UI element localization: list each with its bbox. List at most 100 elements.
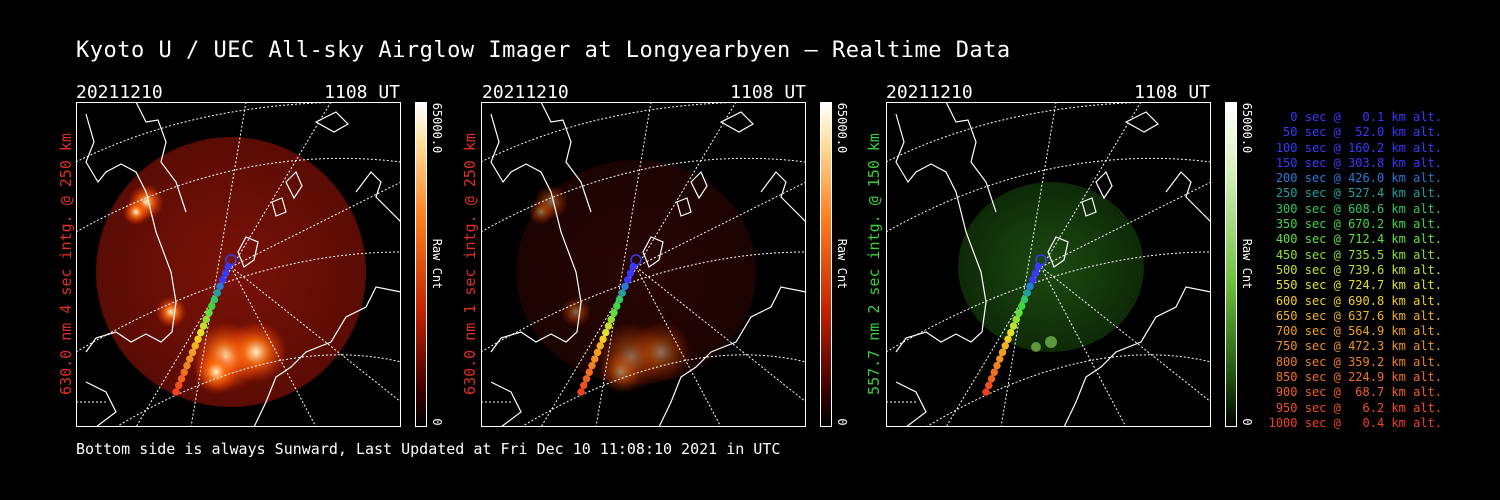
trajectory-point	[183, 361, 191, 370]
trajectory-point	[219, 276, 227, 284]
trajectory-point	[577, 388, 585, 396]
panel-1-ylabel: 630.0 nm 4 sec intg. @ 250 km	[57, 133, 75, 395]
legend-row: 800 sec @ 359.2 km alt.	[1275, 354, 1442, 369]
panel-2-date: 20211210	[482, 82, 569, 103]
panel-2-cbar-label: Raw Cnt	[835, 238, 849, 290]
trajectory-point	[1004, 335, 1012, 343]
trajectory-point	[199, 322, 208, 330]
trajectory-point	[613, 302, 621, 310]
trajectory-point	[585, 368, 593, 376]
trajectory-point	[1031, 269, 1040, 277]
legend-row: 450 sec @ 735.5 km alt.	[1275, 247, 1442, 262]
trajectory-point	[582, 375, 591, 383]
trajectory-point	[186, 355, 194, 363]
trajectory-point	[172, 388, 180, 396]
legend-row: 900 sec @ 68.7 km alt.	[1275, 385, 1442, 400]
panel-2-colorbar	[820, 102, 832, 427]
panel-3-cbar-max: 65000.0	[1240, 102, 1254, 154]
trajectory-point	[602, 328, 610, 337]
trajectory-point	[177, 375, 186, 383]
trajectory-point	[1034, 262, 1042, 271]
legend-row: 350 sec @ 670.2 km alt.	[1275, 217, 1442, 232]
trajectory-point	[985, 381, 993, 390]
trajectory-legend: 0 sec @ 0.1 km alt. 50 sec @ 52.0 km alt.…	[1262, 110, 1442, 431]
trajectory-point	[607, 315, 615, 324]
allsky-map-1	[76, 102, 401, 427]
panel-3-time: 1108 UT	[1134, 82, 1210, 103]
legend-row: 200 sec @ 426.0 km alt.	[1275, 171, 1442, 186]
trajectory-point	[188, 348, 197, 357]
trajectory-point	[191, 342, 199, 350]
trajectory-point	[216, 282, 224, 291]
panel-3-image	[886, 102, 1211, 427]
trajectory-point	[1023, 289, 1031, 297]
trajectory-point	[593, 348, 602, 357]
trajectory-point	[993, 361, 1001, 370]
trajectory-point	[202, 315, 210, 324]
legend-row: 0 sec @ 0.1 km alt.	[1290, 110, 1442, 124]
panel-1-colorbar	[415, 102, 427, 427]
trajectory-point	[1020, 295, 1029, 304]
panel-1-date: 20211210	[76, 82, 163, 103]
trajectory-point	[615, 295, 624, 304]
panel-2-time: 1108 UT	[730, 82, 806, 103]
legend-row: 700 sec @ 564.9 km alt.	[1275, 324, 1442, 339]
trajectory-point	[599, 335, 607, 343]
trajectory-point	[197, 328, 205, 337]
trajectory-point	[626, 269, 635, 277]
trajectory-point	[205, 309, 213, 317]
panel-3-ylabel: 557.7 nm 2 sec intg. @ 150 km	[865, 133, 883, 395]
trajectory-point	[982, 388, 990, 396]
legend-row: 1000 sec @ 0.4 km alt.	[1268, 415, 1442, 430]
trajectory-point	[194, 335, 202, 343]
trajectory-point	[1007, 328, 1015, 337]
trajectory-point	[610, 309, 618, 317]
legend-row: 400 sec @ 712.4 km alt.	[1275, 232, 1442, 247]
legend-row: 500 sec @ 739.6 km alt.	[1275, 262, 1442, 277]
legend-row: 750 sec @ 472.3 km alt.	[1275, 339, 1442, 354]
panel-1-cbar-min: 0	[430, 418, 444, 426]
panel-1-cbar-label: Raw Cnt	[430, 238, 444, 290]
trajectory-point	[221, 269, 230, 277]
legend-row: 100 sec @ 160.2 km alt.	[1275, 140, 1442, 155]
trajectory-point	[210, 295, 219, 304]
page-title: Kyoto U / UEC All-sky Airglow Imager at …	[76, 38, 1011, 63]
panel-1-time: 1108 UT	[324, 82, 400, 103]
trajectory-point	[604, 322, 613, 330]
trajectory-point	[596, 342, 604, 350]
legend-row: 150 sec @ 303.8 km alt.	[1275, 155, 1442, 170]
trajectory-point	[591, 355, 599, 363]
trajectory-point	[1009, 322, 1018, 330]
trajectory-point	[990, 368, 998, 376]
panel-3-cbar-label: Raw Cnt	[1240, 238, 1254, 290]
trajectory-point	[208, 302, 216, 310]
allsky-map-2	[481, 102, 806, 427]
trajectory-point	[998, 348, 1007, 357]
trajectory-point	[580, 381, 588, 390]
panel-3-date: 20211210	[886, 82, 973, 103]
trajectory-point	[1012, 315, 1020, 324]
footer-note: Bottom side is always Sunward, Last Upda…	[76, 440, 781, 458]
trajectory-point	[213, 289, 221, 297]
panel-2-cbar-max: 65000.0	[835, 102, 849, 154]
panel-2-image	[481, 102, 806, 427]
panel-3-colorbar	[1225, 102, 1237, 427]
trajectory-point	[180, 368, 188, 376]
trajectory-point	[1026, 282, 1034, 291]
panel-2-ylabel: 630.0 nm 1 sec intg. @ 250 km	[461, 133, 479, 395]
trajectory-point	[996, 355, 1004, 363]
trajectory-point	[987, 375, 996, 383]
trajectory-point	[175, 381, 183, 390]
legend-row: 600 sec @ 690.8 km alt.	[1275, 293, 1442, 308]
trajectory-point	[1001, 342, 1009, 350]
trajectory-point	[1018, 302, 1026, 310]
trajectory-point	[621, 282, 629, 291]
trajectory-point	[629, 262, 637, 271]
allsky-map-3	[886, 102, 1211, 427]
legend-row: 50 sec @ 52.0 km alt.	[1283, 125, 1442, 140]
panel-1-cbar-max: 65000.0	[430, 102, 444, 154]
legend-row: 250 sec @ 527.4 km alt.	[1275, 186, 1442, 201]
trajectory-point	[1015, 309, 1023, 317]
panel-1-image	[76, 102, 401, 427]
trajectory-point	[224, 262, 232, 271]
